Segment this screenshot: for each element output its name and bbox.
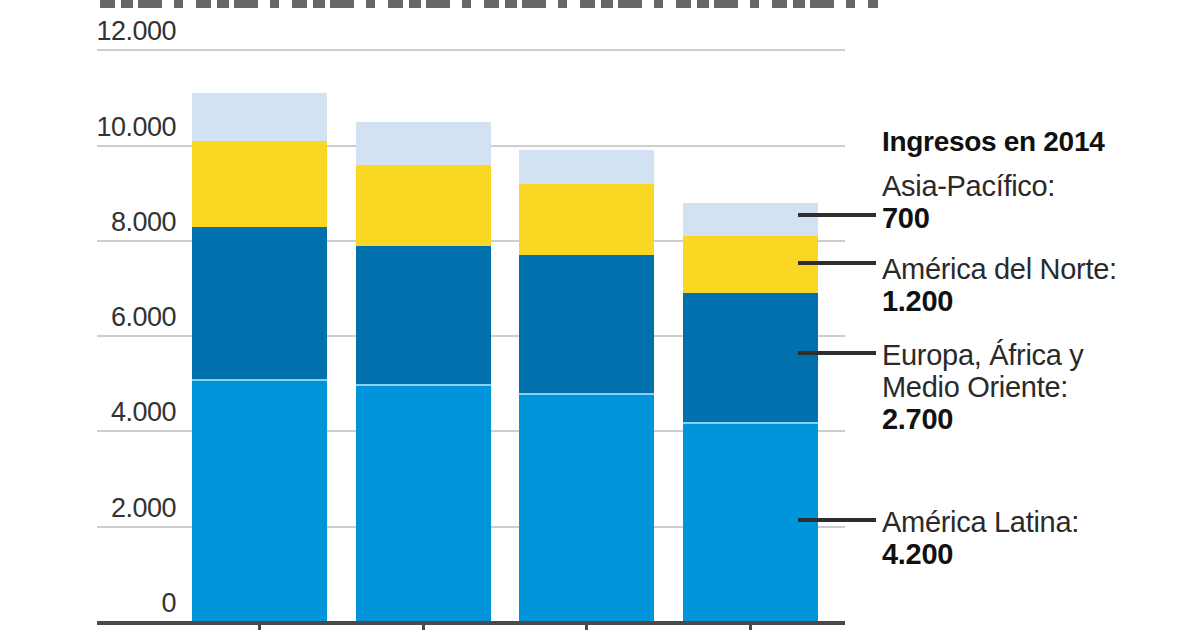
x-axis-tick-4	[749, 622, 752, 630]
connector-america-del-norte	[798, 261, 876, 265]
bar-3-segment-america-latina	[519, 393, 654, 622]
y-axis-label-8000: 8.000	[0, 207, 176, 237]
y-axis-label-6000: 6.000	[0, 302, 176, 332]
bar-4-segment-asia-pacifico	[683, 203, 818, 236]
y-axis-label-2000: 2.000	[0, 493, 176, 523]
bar-2-segment-europa-africa-medio-oriente	[356, 246, 491, 384]
bar-3-segment-europa-africa-medio-oriente	[519, 255, 654, 393]
plot-area: 0 2.000 4.000 6.000 8.000 10.000 12.000	[0, 0, 1200, 630]
gridline-12000	[97, 49, 845, 51]
y-axis-label-10000: 10.000	[0, 112, 176, 142]
bar-1-segment-america-del-norte	[192, 141, 327, 227]
bar-4-segment-europa-africa-medio-oriente	[683, 293, 818, 422]
y-axis-label-0: 0	[0, 588, 176, 618]
bar-2-segment-america-latina	[356, 384, 491, 622]
bar-3-segment-asia-pacifico	[519, 150, 654, 183]
connector-europa-africa-medio-oriente	[798, 351, 876, 355]
y-axis-label-12000: 12.000	[0, 16, 176, 46]
connector-asia-pacifico	[798, 213, 876, 217]
bar-2-segment-asia-pacifico	[356, 122, 491, 165]
y-axis-label-4000: 4.000	[0, 397, 176, 427]
x-axis-tick-1	[258, 622, 261, 630]
bar-1-segment-asia-pacifico	[192, 93, 327, 141]
x-axis-baseline	[97, 621, 845, 625]
x-axis-tick-3	[585, 622, 588, 630]
connector-america-latina	[798, 518, 876, 522]
bar-1-segment-europa-africa-medio-oriente	[192, 227, 327, 379]
chart-canvas: 02.0004.0006.0008.00010.00012.000 Ingres…	[0, 0, 1200, 630]
bar-2-segment-america-del-norte	[356, 165, 491, 246]
x-axis-tick-2	[422, 622, 425, 630]
bar-3-segment-america-del-norte	[519, 184, 654, 255]
bar-1-segment-america-latina	[192, 379, 327, 622]
